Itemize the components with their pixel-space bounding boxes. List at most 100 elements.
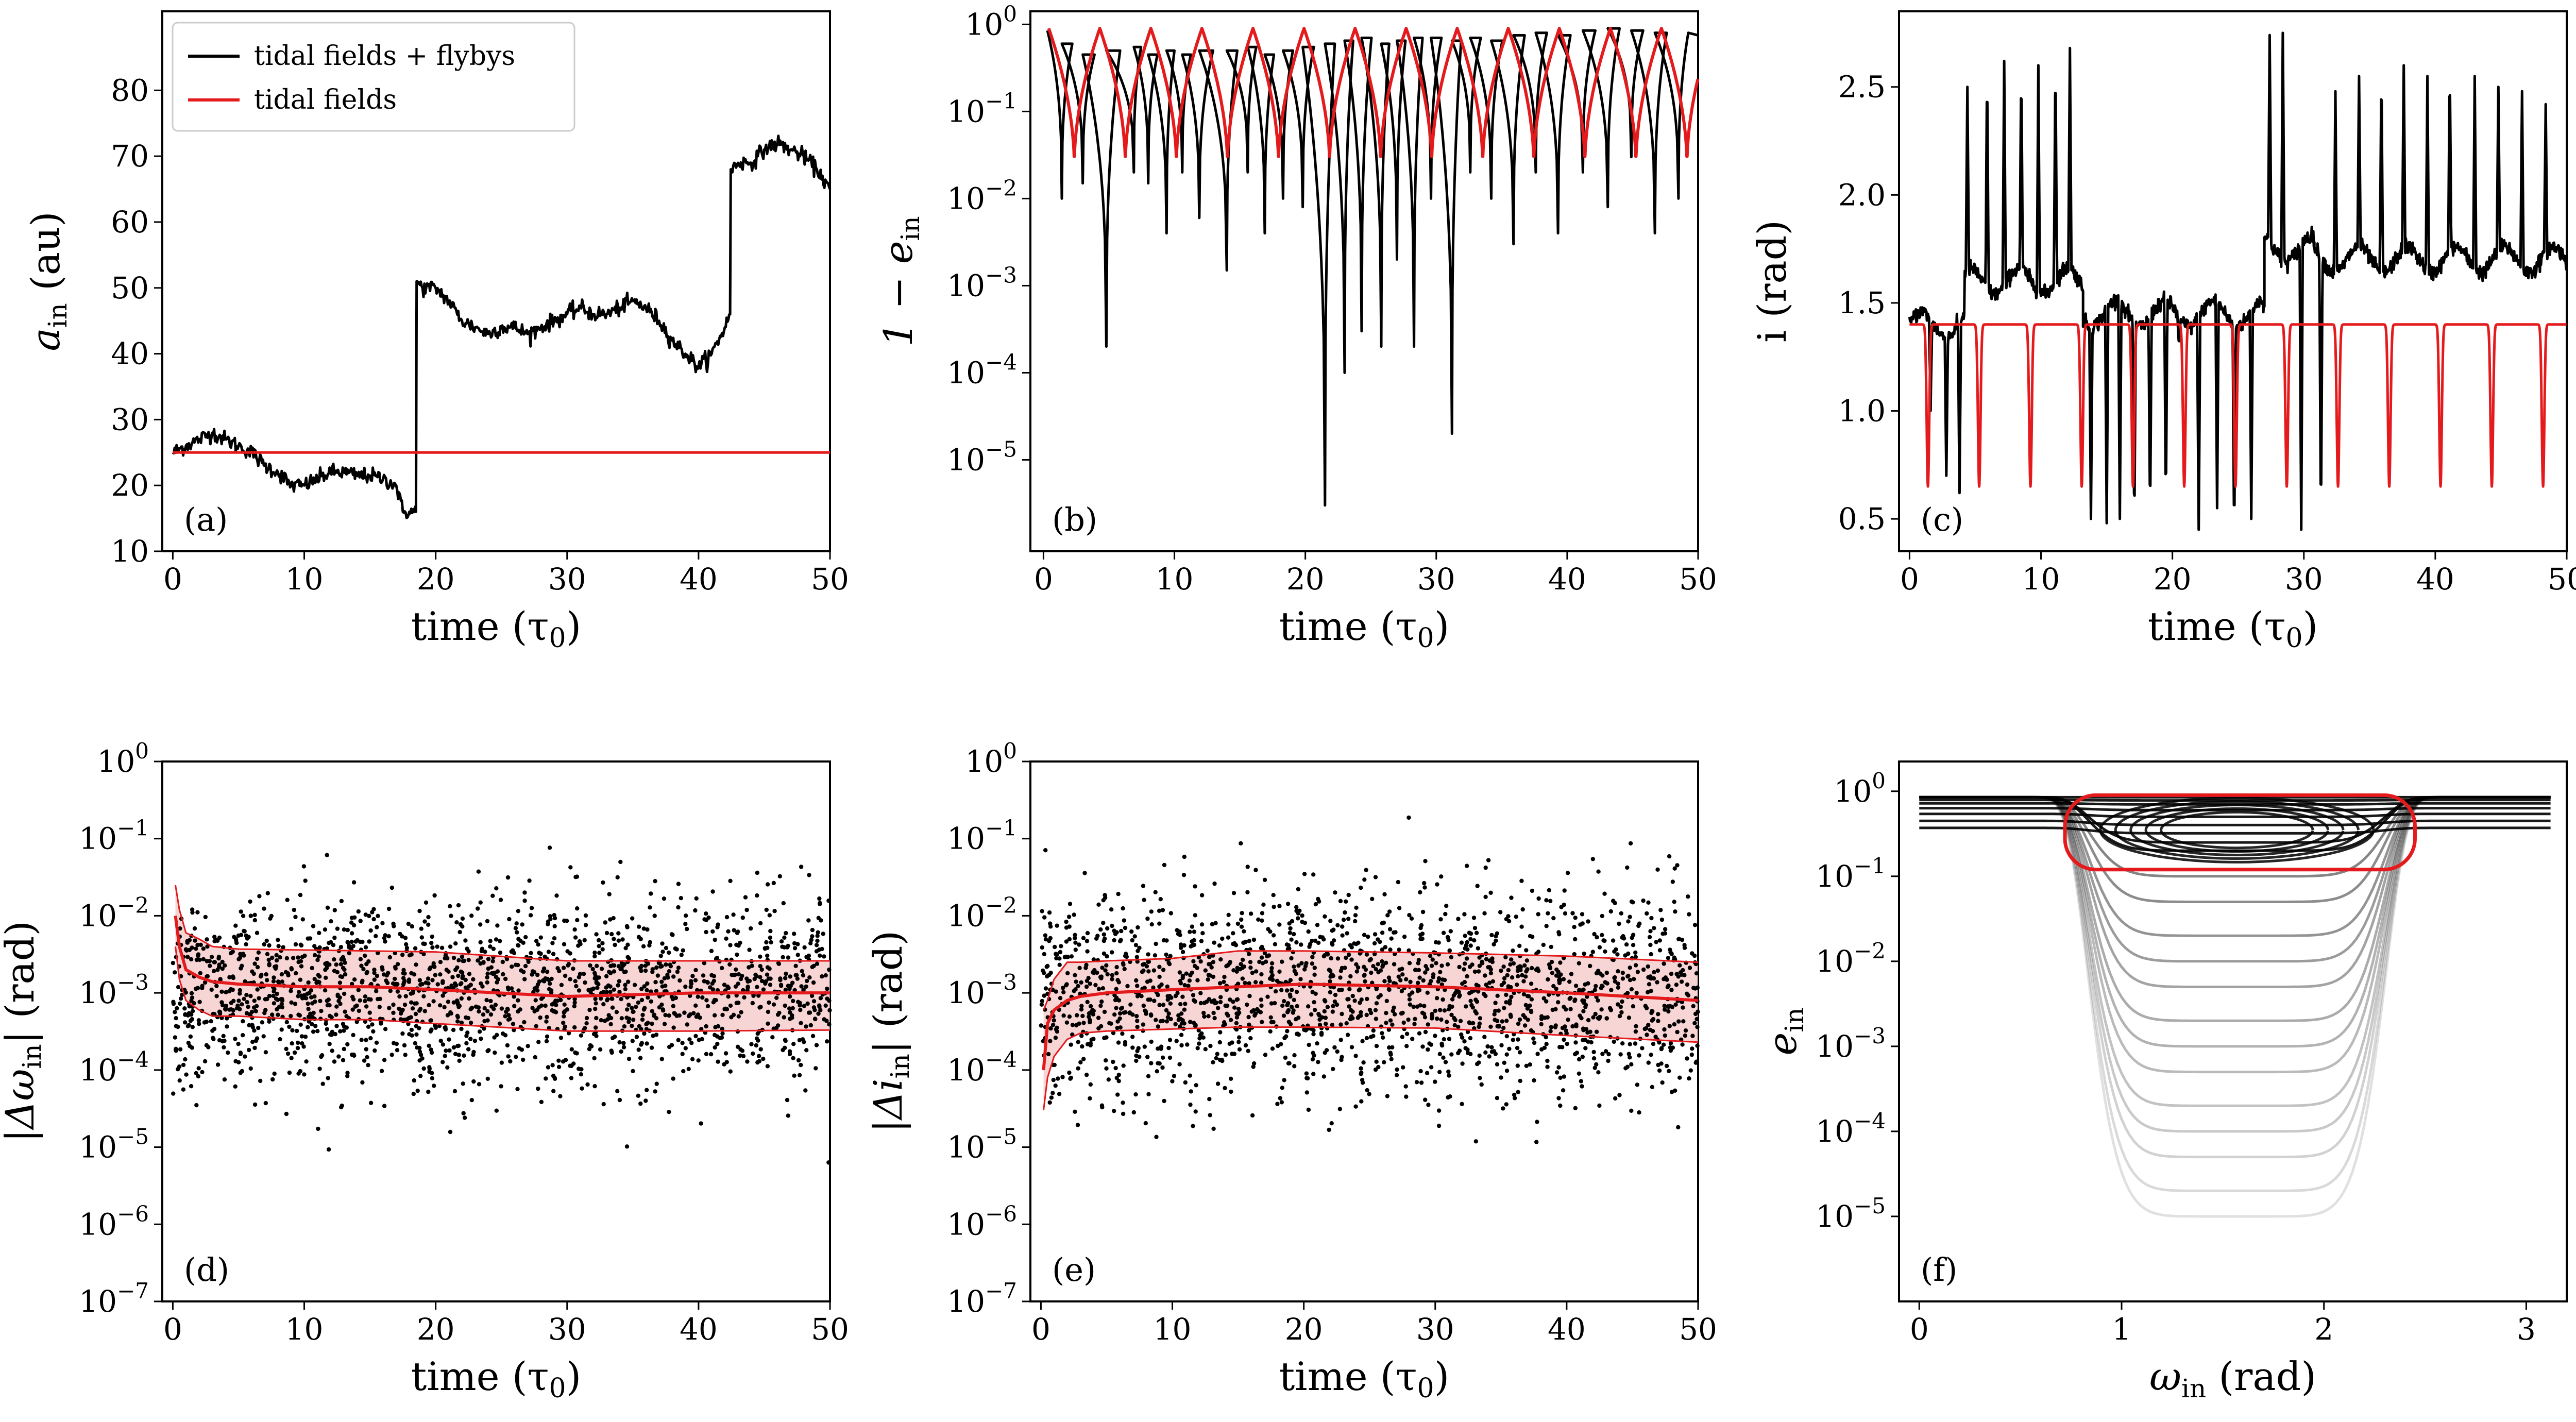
scatter-point xyxy=(1495,993,1500,998)
scatter-point xyxy=(652,1013,656,1018)
scatter-point xyxy=(1290,988,1294,992)
scatter-point xyxy=(256,1025,261,1030)
panel-label: (c) xyxy=(1921,501,1963,538)
scatter-point xyxy=(578,942,583,946)
scatter-point xyxy=(821,932,825,936)
scatter-point xyxy=(1478,1076,1482,1080)
scatter-point xyxy=(660,950,665,954)
scatter-point xyxy=(1395,1067,1399,1072)
scatter-point xyxy=(690,1057,695,1061)
scatter-point xyxy=(1544,898,1549,903)
scatter-point xyxy=(580,1086,584,1091)
scatter-point xyxy=(227,975,232,980)
scatter-point xyxy=(713,937,717,942)
scatter-point xyxy=(1042,993,1047,998)
scatter-point xyxy=(1488,890,1493,895)
scatter-point xyxy=(466,984,471,989)
scatter-point xyxy=(1436,976,1442,981)
scatter-point xyxy=(1329,956,1333,961)
scatter-point xyxy=(1628,978,1633,983)
scatter-point xyxy=(343,1009,347,1014)
scatter-point xyxy=(404,1017,409,1022)
scatter-point xyxy=(1613,901,1617,905)
scatter-point xyxy=(572,927,577,932)
scatter-point xyxy=(356,909,361,914)
scatter-point xyxy=(243,1054,247,1059)
scatter-point xyxy=(1044,964,1049,969)
scatter-point xyxy=(594,932,599,937)
scatter-point xyxy=(1055,1025,1059,1030)
scatter-point xyxy=(1423,970,1428,975)
scatter-point xyxy=(1148,1012,1154,1017)
scatter-point xyxy=(1497,1024,1501,1028)
scatter-point xyxy=(1191,993,1196,997)
scatter-point xyxy=(1387,927,1393,932)
scatter-point xyxy=(708,1052,714,1057)
scatter-point xyxy=(303,1035,308,1039)
scatter-point xyxy=(1507,1046,1512,1052)
scatter-point xyxy=(1269,966,1274,971)
scatter-point xyxy=(1410,990,1415,995)
scatter-point xyxy=(1414,1080,1419,1085)
scatter-point xyxy=(1058,996,1063,1001)
scatter-point xyxy=(1158,897,1163,902)
scatter-point xyxy=(1084,984,1089,989)
scatter-point xyxy=(1608,1008,1614,1012)
scatter-point xyxy=(731,973,736,977)
scatter-point xyxy=(1076,1066,1080,1071)
y-tick-label: 1.5 xyxy=(1838,285,1886,320)
scatter-point xyxy=(1645,1032,1649,1037)
scatter-point xyxy=(1134,1053,1139,1058)
scatter-point xyxy=(1330,1009,1335,1014)
scatter-point xyxy=(175,1006,179,1011)
scatter-point xyxy=(523,963,528,969)
scatter-point xyxy=(778,976,783,981)
scatter-point xyxy=(768,928,773,934)
scatter-point xyxy=(417,908,422,913)
scatter-point xyxy=(814,1066,818,1071)
scatter-point xyxy=(1115,1026,1120,1030)
scatter-point xyxy=(1637,1110,1641,1115)
scatter-point xyxy=(389,1053,394,1057)
phase-track xyxy=(1919,826,2551,835)
scatter-point xyxy=(547,1026,551,1030)
scatter-point xyxy=(1251,1064,1256,1069)
scatter-point xyxy=(1572,952,1577,957)
scatter-point xyxy=(270,1077,275,1082)
scatter-point xyxy=(676,966,681,970)
scatter-point xyxy=(1529,981,1534,986)
scatter-point xyxy=(1420,1044,1425,1049)
scatter-point xyxy=(419,926,423,931)
scatter-point xyxy=(253,1009,258,1013)
scatter-point xyxy=(643,1098,648,1103)
scatter-point xyxy=(177,1078,182,1083)
scatter-point xyxy=(178,1001,182,1006)
scatter-point xyxy=(1104,1066,1109,1071)
scatter-point xyxy=(1319,1030,1324,1036)
scatter-point xyxy=(1374,967,1378,972)
scatter-point xyxy=(1064,1020,1070,1025)
scatter-point xyxy=(1176,1013,1181,1018)
scatter-point xyxy=(615,875,620,880)
scatter-point xyxy=(1423,859,1428,864)
scatter-point xyxy=(1186,984,1191,988)
scatter-point xyxy=(1121,906,1125,911)
scatter-point xyxy=(1162,1098,1166,1104)
scatter-point xyxy=(726,986,731,990)
y-tick-label: 50 xyxy=(111,270,149,306)
scatter-point xyxy=(1404,1094,1409,1099)
scatter-point xyxy=(460,924,465,929)
scatter-point xyxy=(451,1045,456,1050)
scatter-point xyxy=(686,1066,691,1071)
scatter-point xyxy=(1080,1013,1085,1019)
plot-frame xyxy=(1898,760,2568,1302)
scatter-point xyxy=(1338,969,1343,973)
scatter-point xyxy=(1387,909,1392,914)
scatter-point xyxy=(1179,1043,1184,1048)
scatter-point xyxy=(1687,966,1692,970)
scatter-point xyxy=(572,1025,577,1030)
scatter-point xyxy=(728,878,733,884)
scatter-point xyxy=(463,938,468,943)
scatter-point xyxy=(225,1016,229,1021)
scatter-point xyxy=(368,928,373,933)
